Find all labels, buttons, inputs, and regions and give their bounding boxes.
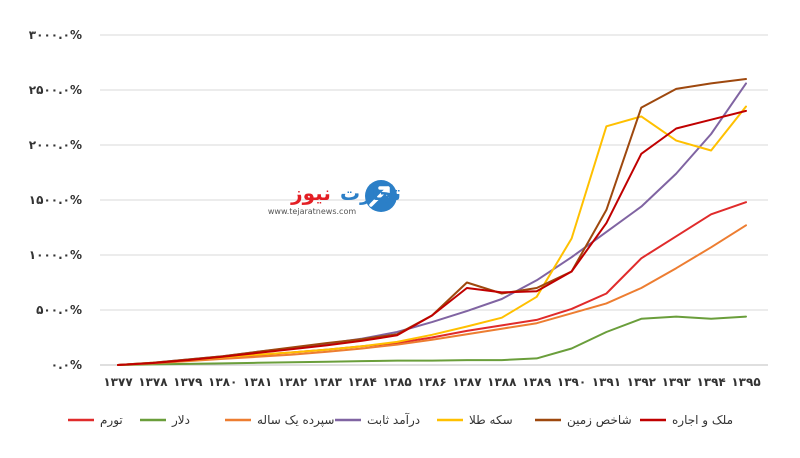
x-tick-label: ۱۳۷۸ [138,375,168,389]
legend: تورم دلار سپرده یک ساله درآمد ثابت سکه طلا شا… [68,412,733,428]
x-axis-ticks: ۱۳۷۷ ۱۳۷۸ ۱۳۷۹ ۱۳۸۰ ۱۳۸۱ ۱۳۸۲ ۱۳۸۳ ۱۳۸۴ ۱۳۸۵ ۱۳۸۶… [103,375,760,389]
watermark-url: www.tejaratnews.com [268,207,356,216]
x-tick-label: ۱۳۹۳ [662,375,692,389]
watermark-logo: نیوز تجارت www.tejaratnews.com [268,180,401,216]
y-axis-ticks: ۰.۰% ۵۰۰.۰% ۱۰۰۰.۰% ۱۵۰۰.۰% ۲۰۰۰.۰% ۲۵۰۰.۰% ۳۰… [29,28,82,372]
legend-item: سکه طلا [437,413,513,427]
x-tick-label: ۱۳۹۰ [557,375,586,389]
legend-item: دلار [140,413,190,428]
tejaratnews-logo-icon [365,180,397,212]
y-tick-label: ۲۰۰۰.۰% [29,138,82,152]
legend-label: تورم [100,413,123,428]
x-tick-label: ۱۳۸۳ [313,375,343,389]
legend-label: دلار [171,413,190,428]
series-line [117,315,747,366]
watermark-brand-part1: تجارت [340,181,401,205]
legend-item: تورم [68,413,123,428]
legend-label: ملک و اجاره [672,413,733,428]
y-tick-label: ۱۰۰۰.۰% [29,248,82,262]
x-tick-label: ۱۳۸۴ [348,375,377,389]
series-line [117,224,747,366]
legend-item: درآمد ثابت [335,412,420,428]
watermark-brand-part2: نیوز [290,181,331,205]
series-lines [117,78,747,366]
legend-item: ملک و اجاره [640,413,733,428]
x-tick-label: ۱۳۸۶ [417,375,446,389]
legend-label: شاخص زمین [567,413,632,428]
legend-label: سپرده یک ساله [257,413,334,428]
series-line [117,82,747,366]
y-tick-label: ۲۵۰۰.۰% [29,83,82,97]
x-tick-label: ۱۳۸۵ [382,375,411,389]
x-tick-label: ۱۳۸۷ [452,375,482,389]
x-tick-label: ۱۳۹۲ [627,375,657,389]
legend-item: شاخص زمین [535,413,632,428]
x-tick-label: ۱۳۸۹ [522,375,552,389]
legend-item: سپرده یک ساله [225,413,334,428]
x-tick-label: ۱۳۸۸ [487,375,517,389]
series-line [117,109,747,366]
x-tick-label: ۱۳۹۴ [696,375,725,389]
x-tick-label: ۱۳۸۱ [243,375,272,389]
x-tick-label: ۱۳۹۱ [592,375,621,389]
y-tick-label: ۳۰۰۰.۰% [29,28,82,42]
legend-label: درآمد ثابت [367,412,420,428]
legend-label: سکه طلا [469,413,513,427]
x-tick-label: ۱۳۷۷ [103,375,133,389]
y-tick-label: ۱۵۰۰.۰% [29,193,82,207]
y-tick-label: ۰.۰% [51,358,82,372]
x-tick-label: ۱۳۹۵ [731,375,760,389]
x-tick-label: ۱۳۸۰ [208,375,237,389]
grid-lines [100,34,768,366]
y-tick-label: ۵۰۰.۰% [36,303,82,317]
x-tick-label: ۱۳۷۹ [173,375,203,389]
x-tick-label: ۱۳۸۲ [278,375,308,389]
